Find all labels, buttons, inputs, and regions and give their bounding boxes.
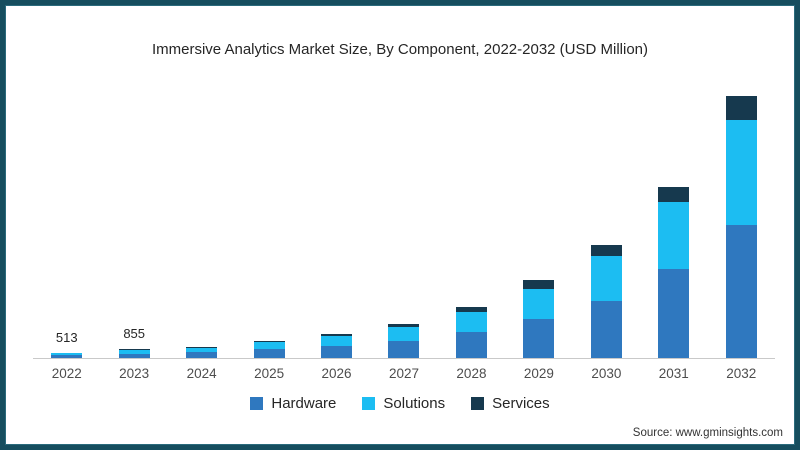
- bar-2032: [725, 96, 757, 358]
- source-note: Source: www.gminsights.com: [632, 427, 783, 439]
- x-tick-label-2023: 2023: [119, 366, 150, 381]
- bar-2025: [253, 340, 285, 358]
- bar-2023: [118, 349, 150, 358]
- legend-item-solutions: Solutions: [362, 395, 445, 412]
- bar-segment-services-2025: [253, 340, 285, 343]
- legend-swatch-services: [471, 397, 485, 410]
- bar-segment-services-2023: [118, 349, 150, 351]
- bar-column-2032: [708, 89, 775, 358]
- bar-2022: [51, 352, 83, 358]
- bar-segment-services-2031: [658, 187, 690, 202]
- x-tick-label-2022: 2022: [51, 366, 82, 381]
- bar-2024: [186, 346, 218, 358]
- bar-2030: [590, 245, 622, 358]
- bar-segment-solutions-2029: [523, 289, 555, 319]
- bar-segment-solutions-2025: [253, 342, 285, 350]
- bar-segment-hardware-2029: [523, 319, 555, 358]
- legend-item-hardware: Hardware: [250, 395, 336, 412]
- bar-segment-hardware-2025: [253, 349, 285, 358]
- bar-segment-hardware-2026: [321, 345, 353, 358]
- bar-value-label-2022: 513: [55, 329, 78, 345]
- bar-segment-services-2029: [523, 280, 555, 289]
- bar-segment-services-2027: [388, 323, 420, 327]
- bar-column-2025: [235, 89, 302, 358]
- bar-segment-solutions-2027: [388, 327, 420, 341]
- legend-label-services: Services: [492, 395, 550, 412]
- bar-column-2022: 513: [33, 89, 100, 358]
- bar-2028: [455, 307, 487, 358]
- bar-segment-hardware-2022: [51, 355, 83, 358]
- bar-segment-hardware-2027: [388, 340, 420, 358]
- bar-segment-services-2028: [455, 307, 487, 312]
- x-tick-label-2032: 2032: [726, 366, 757, 381]
- bar-segment-services-2030: [590, 245, 622, 256]
- bar-segment-services-2024: [186, 346, 218, 348]
- chart-title: Immersive Analytics Market Size, By Comp…: [151, 41, 649, 58]
- x-tick-label-2031: 2031: [658, 366, 689, 381]
- bar-segment-solutions-2030: [590, 256, 622, 301]
- bar-segment-hardware-2030: [590, 301, 622, 358]
- bar-segment-solutions-2032: [725, 120, 757, 225]
- bar-2029: [523, 280, 555, 358]
- x-tick-label-2024: 2024: [186, 366, 217, 381]
- bar-column-2026: [303, 89, 370, 358]
- bar-segment-solutions-2031: [658, 202, 690, 269]
- legend-swatch-solutions: [362, 397, 376, 410]
- legend-item-services: Services: [471, 395, 550, 412]
- x-tick-label-2026: 2026: [321, 366, 352, 381]
- legend-swatch-hardware: [250, 397, 264, 410]
- bar-segment-hardware-2028: [455, 332, 487, 358]
- bar-segment-solutions-2023: [118, 350, 150, 354]
- x-tick-label-2027: 2027: [388, 366, 420, 381]
- plot-area: 513 855: [33, 89, 775, 359]
- bar-segment-services-2026: [321, 333, 353, 337]
- bar-segment-services-2032: [725, 96, 757, 120]
- bar-column-2027: [370, 89, 437, 358]
- bar-segment-solutions-2024: [186, 347, 218, 353]
- bar-segment-solutions-2022: [51, 353, 83, 356]
- bar-segment-hardware-2032: [725, 225, 757, 358]
- bar-segment-services-2022: [51, 352, 83, 354]
- x-tick-label-2025: 2025: [254, 366, 285, 381]
- bar-column-2024: [168, 89, 235, 358]
- x-axis-labels: 2022 2023 2024 2025 2026 2027 2028 2029 2030 2031…: [33, 366, 775, 381]
- bar-column-2029: [505, 89, 572, 358]
- bar-segment-solutions-2028: [455, 311, 487, 332]
- bar-column-2028: [438, 89, 505, 358]
- bar-column-2030: [573, 89, 640, 358]
- legend: Hardware Solutions Services: [5, 395, 795, 412]
- x-tick-label-2029: 2029: [523, 366, 554, 381]
- bar-2031: [658, 187, 690, 358]
- legend-label-solutions: Solutions: [383, 395, 446, 412]
- legend-label-hardware: Hardware: [271, 395, 337, 412]
- bar-segment-hardware-2031: [658, 269, 690, 358]
- bar-segment-hardware-2024: [186, 352, 218, 358]
- bar-segment-hardware-2023: [118, 353, 150, 358]
- bar-column-2031: [640, 89, 707, 358]
- bar-2026: [321, 333, 353, 358]
- bar-value-label-2023: 855: [123, 326, 146, 342]
- bar-column-2023: 855: [100, 89, 167, 358]
- bar-segment-solutions-2026: [321, 336, 353, 346]
- x-tick-label-2030: 2030: [591, 366, 622, 381]
- x-tick-label-2028: 2028: [456, 366, 487, 381]
- bar-2027: [388, 323, 420, 358]
